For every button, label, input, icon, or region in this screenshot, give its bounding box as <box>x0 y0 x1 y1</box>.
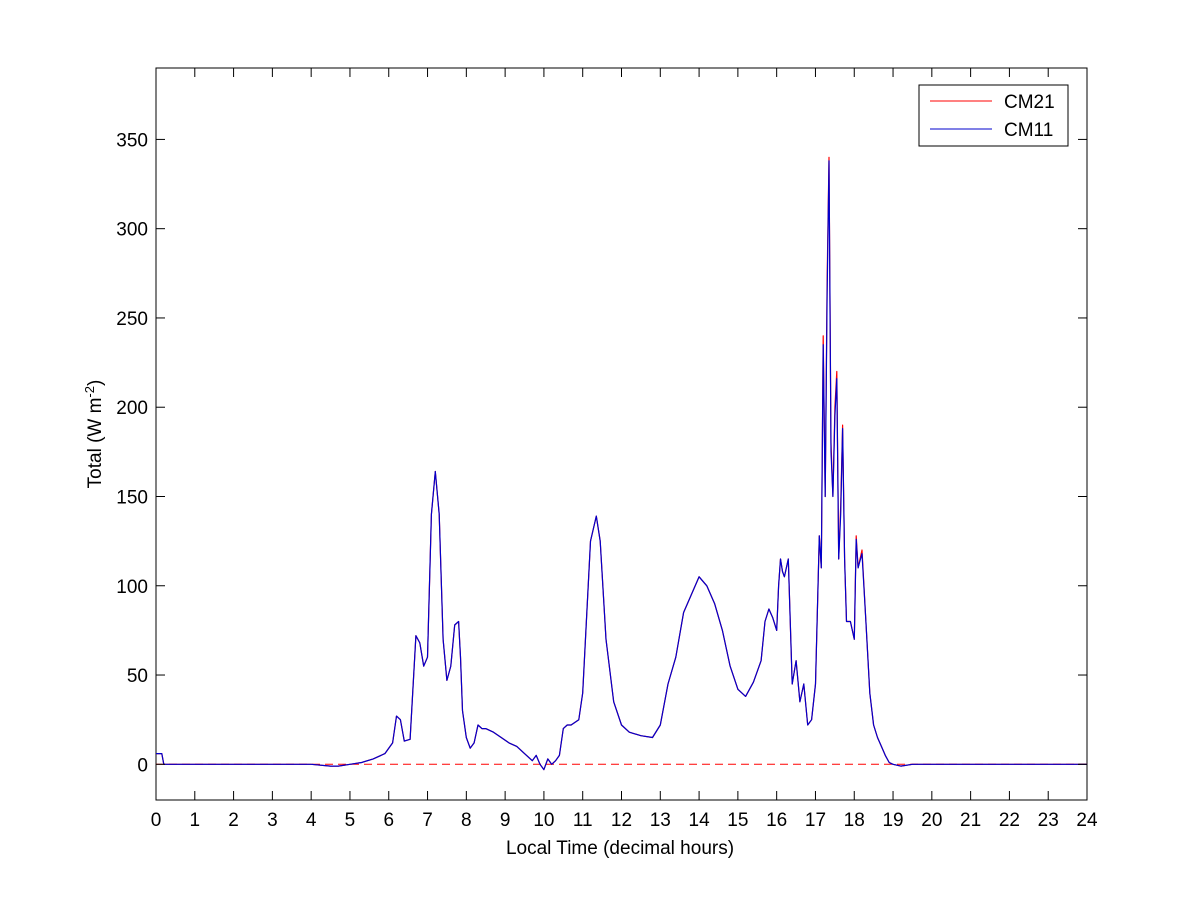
x-tick-label: 0 <box>151 810 162 831</box>
y-axis-label: Total (W m-2) <box>82 380 106 489</box>
x-tick-label: 14 <box>689 810 711 831</box>
x-tick-label: 9 <box>500 810 511 831</box>
x-tick-label: 2 <box>228 810 239 831</box>
y-tick-label: 100 <box>116 577 148 598</box>
x-tick-label: 6 <box>383 810 394 831</box>
y-axis-label-close: ) <box>85 380 106 386</box>
x-tick-label: 22 <box>999 810 1020 831</box>
series-layer <box>156 156 1087 771</box>
y-axis-label-sup: -2 <box>82 386 97 398</box>
y-tick-label: 0 <box>137 755 148 776</box>
x-tick-label: 7 <box>422 810 433 831</box>
x-tick-label: 24 <box>1076 810 1098 831</box>
y-tick-label: 150 <box>116 487 148 508</box>
x-axis-label: Local Time (decimal hours) <box>506 838 734 859</box>
axes-box <box>155 67 1088 801</box>
x-tick-label: 5 <box>345 810 356 831</box>
x-tick-label: 16 <box>766 810 787 831</box>
x-tick-label: 11 <box>573 810 593 831</box>
y-axis-label-base: Total (W m <box>85 398 106 489</box>
y-tick-label: 250 <box>116 309 148 330</box>
legend: CM21 CM11 <box>918 84 1069 147</box>
y-tick-label: 350 <box>116 130 148 151</box>
x-tick-label: 15 <box>727 810 748 831</box>
x-tick-label: 12 <box>611 810 632 831</box>
x-tick-label: 17 <box>805 810 826 831</box>
x-tick-label: 1 <box>190 810 201 831</box>
x-tick-label: 4 <box>306 810 317 831</box>
legend-box <box>918 84 1069 147</box>
x-tick-label: 21 <box>960 810 981 831</box>
legend-label-cm21: CM21 <box>1004 92 1055 113</box>
y-tick-label: 50 <box>127 666 148 687</box>
y-tick-label: 200 <box>116 398 148 419</box>
x-tick-label: 19 <box>882 810 903 831</box>
y-ticks: 0 50 100 150 200 250 300 350 <box>116 130 1087 776</box>
x-tick-label: 10 <box>533 810 554 831</box>
y-tick-label: 300 <box>116 220 148 241</box>
x-ticks: 0 1 2 3 4 5 6 7 8 9 10 11 12 13 14 15 16 17 18 19 20 21 22 23 24 <box>151 68 1098 831</box>
legend-label-cm11: CM11 <box>1004 120 1053 141</box>
x-tick-label: 3 <box>267 810 278 831</box>
x-tick-label: 23 <box>1038 810 1059 831</box>
series-line-cm11 <box>156 160 1087 771</box>
x-tick-label: 20 <box>921 810 942 831</box>
plot-area: 0 1 2 3 4 5 6 7 8 9 10 11 12 13 14 15 16 17 18 19 20 21 22 23 24… <box>116 67 1098 831</box>
x-tick-label: 8 <box>461 810 472 831</box>
x-tick-label: 13 <box>650 810 671 831</box>
x-tick-label: 18 <box>844 810 865 831</box>
